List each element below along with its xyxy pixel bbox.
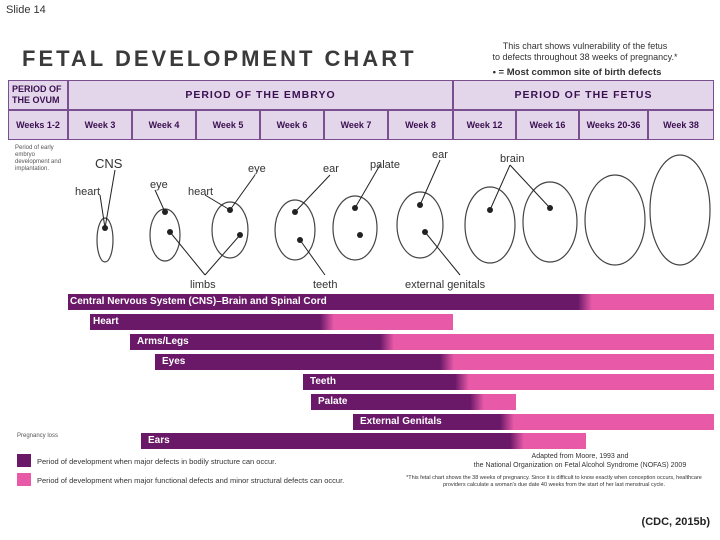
period-embryo-cell: PERIOD OF THE EMBRYO: [68, 80, 453, 110]
week-header-10: Weeks 20-36: [579, 110, 648, 140]
development-bar: [68, 294, 714, 310]
label-ear-1: ear: [323, 163, 339, 175]
development-bar: [155, 354, 714, 370]
fetus-illustration: CNS heart eye heart eye ear palate ear b…: [75, 149, 711, 291]
label-limbs: limbs: [190, 279, 216, 291]
development-bar-label: Heart: [93, 316, 119, 327]
development-bar-label: External Genitals: [360, 416, 442, 427]
period-fetus-label: PERIOD OF THE FETUS: [514, 89, 653, 101]
period-fetus-cell: PERIOD OF THE FETUS: [453, 80, 714, 110]
week-header-9: Week 16: [516, 110, 579, 140]
period-ovum-cell: PERIOD OF THE OVUM: [8, 80, 68, 110]
fetus-week12: [464, 186, 516, 264]
early-development-note: Period of early embryo development and i…: [15, 145, 62, 172]
embryo-week7: [332, 195, 378, 261]
development-bar: [303, 374, 714, 390]
development-bar-label: Teeth: [310, 376, 336, 387]
chart-note-line-2: to defects throughout 38 weeks of pregna…: [492, 52, 678, 62]
week-header-4: Week 5: [196, 110, 260, 140]
label-heart-1: heart: [75, 186, 100, 198]
week-header-5: Week 6: [260, 110, 324, 140]
chart-title: FETAL DEVELOPMENT CHART: [22, 46, 417, 71]
week-header-8: Week 12: [453, 110, 516, 140]
citation: (CDC, 2015b): [641, 516, 710, 528]
development-bar: [141, 433, 586, 449]
adapted-source-line-1: Adapted from Moore, 1993 and: [531, 453, 629, 460]
development-bar: [311, 394, 516, 410]
label-external-genitals: external genitals: [405, 279, 486, 291]
embryo-week8: [396, 191, 444, 259]
fetus-week38: [649, 154, 711, 266]
week-header-1: Weeks 1-2: [8, 110, 68, 140]
development-bar: [130, 334, 714, 350]
label-palate: palate: [370, 159, 400, 171]
label-heart-2: heart: [188, 186, 213, 198]
development-bar: [353, 414, 714, 430]
legend-major-swatch: [17, 454, 31, 467]
label-ear-2: ear: [432, 149, 448, 161]
embryo-week3: [96, 217, 114, 263]
embryo-week5: [211, 201, 249, 259]
development-bar-label: Eyes: [162, 356, 186, 367]
week-header-2: Week 3: [68, 110, 132, 140]
period-ovum-label: PERIOD OF THE OVUM: [12, 84, 62, 105]
week-header-7: Week 8: [388, 110, 453, 140]
footnote: *This fetal chart shows the 38 weeks of …: [406, 475, 702, 488]
fetus-week16: [522, 181, 578, 263]
development-bar-label: Arms/Legs: [137, 336, 189, 347]
embryo-week4: [149, 208, 181, 262]
period-embryo-label: PERIOD OF THE EMBRYO: [185, 89, 336, 101]
birth-defect-site-note: • = Most common site of birth defects: [492, 67, 662, 78]
development-bar-label: Central Nervous System (CNS)–Brain and S…: [70, 296, 327, 307]
legend-minor-swatch: [17, 473, 31, 486]
legend-major-label: Period of development when major defects…: [37, 457, 277, 466]
development-bar-label: Ears: [148, 435, 170, 446]
week-header-11: Week 38: [648, 110, 714, 140]
chart-note-line-1: This chart shows vulnerability of the fe…: [502, 41, 668, 51]
week-header-3: Week 4: [132, 110, 196, 140]
fetus-week20-36: [584, 174, 646, 266]
label-eye-2: eye: [248, 163, 266, 175]
adapted-source-line-2: the National Organization on Fetal Alcoh…: [473, 462, 687, 469]
pregnancy-loss-label: Pregnancy loss: [17, 433, 59, 439]
week-header-6: Week 7: [324, 110, 388, 140]
label-cns: CNS: [95, 156, 123, 171]
development-bar: [90, 314, 453, 330]
slide-number: Slide 14: [6, 4, 46, 16]
development-bar-label: Palate: [318, 396, 348, 407]
label-teeth: teeth: [313, 279, 337, 291]
embryo-week6: [274, 199, 316, 261]
label-eye-1: eye: [150, 179, 168, 191]
label-brain: brain: [500, 153, 524, 165]
legend-minor-label: Period of development when major functio…: [37, 476, 345, 485]
